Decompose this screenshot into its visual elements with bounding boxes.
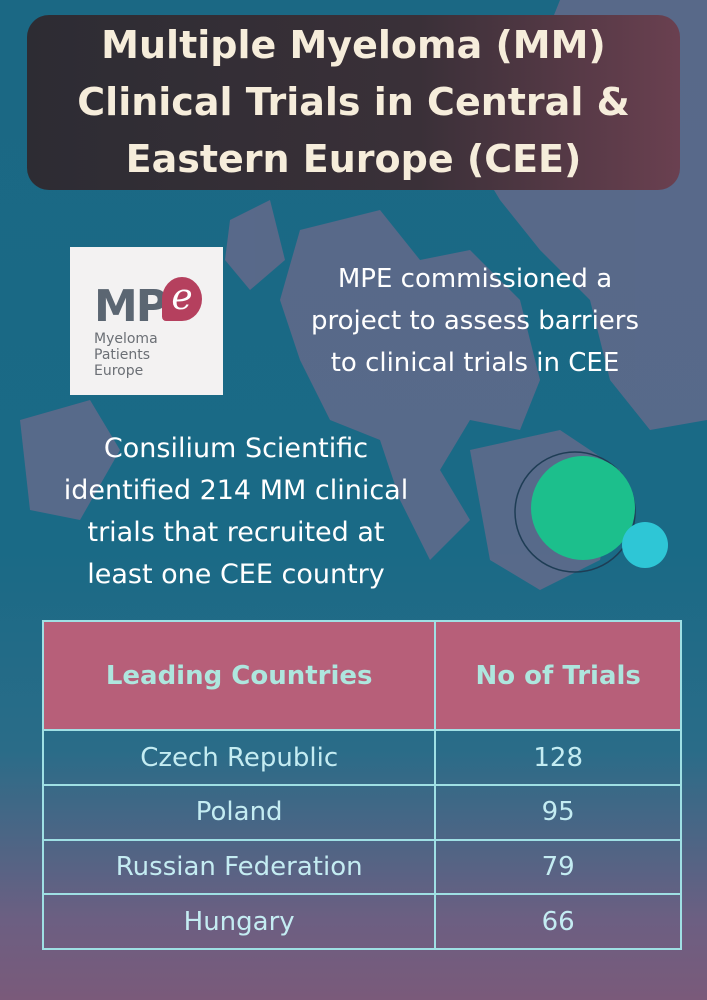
logo-initials: MP xyxy=(94,281,168,332)
title-line: Eastern Europe (CEE) xyxy=(125,137,582,181)
trials-table: Leading Countries No of Trials Czech Rep… xyxy=(41,619,682,950)
text-line: Consilium Scientific xyxy=(103,433,369,464)
table-row: Poland 95 xyxy=(41,783,682,841)
title: Multiple Myeloma (MM) Clinical Trials in… xyxy=(27,15,680,190)
country: Russian Federation xyxy=(41,838,437,896)
text-line: identified 214 MM clinical xyxy=(63,475,409,506)
logo-word: Myeloma xyxy=(94,331,158,347)
text-line: MPE commissioned a xyxy=(337,264,613,294)
logo-letter: e xyxy=(162,277,202,321)
country: Hungary xyxy=(41,893,437,950)
logo-word: Patients xyxy=(94,347,151,363)
text-line: least one CEE country xyxy=(87,559,385,590)
title-line: Multiple Myeloma (MM) xyxy=(101,23,606,67)
intro-text: MPE commissioned a project to assess bar… xyxy=(270,258,680,384)
trial-count: 79 xyxy=(434,838,682,896)
logo: MP e Myeloma Patients Europe xyxy=(70,247,223,395)
text-line: project to assess barriers xyxy=(310,306,640,336)
text-line: to clinical trials in CEE xyxy=(330,348,620,378)
column-header: No of Trials xyxy=(434,619,682,732)
table-row: Russian Federation 79 xyxy=(41,838,682,896)
title-line: Clinical Trials in Central & xyxy=(77,80,630,124)
trial-count: 66 xyxy=(434,893,682,950)
logo-word: Europe xyxy=(94,363,144,379)
logo-words: Myeloma Patients Europe xyxy=(94,331,158,379)
table-row: Hungary 66 xyxy=(41,893,682,950)
trial-count: 128 xyxy=(434,729,682,786)
table-row: Czech Republic 128 xyxy=(41,729,682,786)
trial-count: 95 xyxy=(434,783,682,841)
text-line: trials that recruited at xyxy=(87,517,385,548)
table-body: Czech Republic 128 Poland 95 Russian Federat… xyxy=(41,729,682,950)
country: Poland xyxy=(41,783,437,841)
column-header: Leading Countries xyxy=(41,619,437,732)
finding-text: Consilium Scientific identified 214 MM c… xyxy=(40,428,432,596)
header-row: Leading Countries No of Trials xyxy=(41,619,682,732)
country: Czech Republic xyxy=(41,729,437,786)
